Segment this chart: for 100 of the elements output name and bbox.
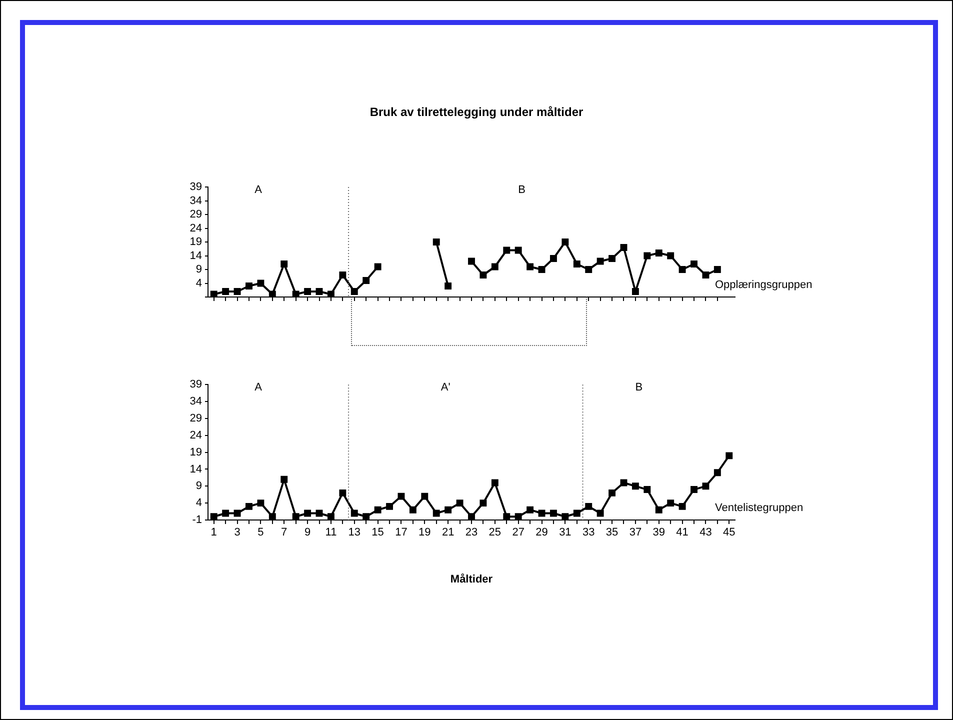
point [374, 263, 382, 270]
point [726, 452, 733, 460]
x-tick-label: 27 [512, 526, 524, 539]
point [620, 479, 628, 486]
point [573, 260, 580, 268]
x-tick-label: 39 [652, 526, 666, 539]
y-tick-label: 39 [190, 181, 202, 194]
point [210, 513, 218, 520]
point [514, 513, 522, 520]
x-tick-label: 3 [234, 526, 240, 539]
point [292, 513, 300, 520]
x-tick-label: 5 [258, 526, 264, 539]
x-tick-label: 17 [395, 526, 408, 539]
annotation: B [518, 184, 526, 196]
y-tick-label: 34 [190, 194, 202, 207]
point [620, 244, 628, 251]
annotation: A [254, 382, 263, 394]
point [339, 272, 346, 278]
y-tick-label: 24 [190, 429, 202, 442]
point [327, 290, 334, 297]
point [222, 510, 230, 517]
point [444, 506, 452, 514]
x-tick-label: 45 [723, 526, 736, 539]
point [316, 288, 323, 295]
point [562, 238, 569, 246]
x-tick-label: 19 [418, 526, 431, 539]
point [608, 489, 616, 496]
annotation: B [635, 382, 643, 394]
point [350, 510, 358, 517]
point [655, 506, 662, 514]
point [304, 288, 312, 295]
x-axis-title: Måltider [450, 572, 494, 586]
x-tick-label: 23 [465, 526, 478, 539]
point [550, 255, 557, 262]
point [667, 500, 674, 507]
point [268, 290, 276, 297]
y-tick-label: 19 [190, 236, 202, 248]
point [702, 272, 710, 278]
point [246, 502, 252, 510]
point [690, 486, 698, 494]
point [350, 288, 358, 295]
x-tick-label: 33 [582, 526, 595, 539]
point [234, 288, 241, 295]
point [702, 482, 710, 490]
point [432, 510, 440, 517]
point [304, 510, 312, 517]
x-tick-label: 11 [325, 526, 337, 539]
x-tick-label: 7 [281, 526, 288, 539]
point [268, 513, 276, 520]
point [678, 502, 686, 510]
x-tick-label: 1 [210, 526, 217, 539]
point [491, 479, 498, 486]
point [644, 486, 651, 494]
point [573, 510, 580, 517]
point [339, 489, 346, 496]
point [374, 506, 382, 514]
x-tick-label: 37 [629, 526, 642, 539]
x-tick-label: 31 [559, 526, 572, 539]
y-tick-label: 19 [190, 446, 202, 458]
point [585, 266, 592, 273]
x-tick-label: 13 [348, 526, 361, 539]
point [526, 506, 534, 514]
x-tick-label: 9 [304, 526, 311, 539]
point [667, 252, 674, 260]
point [432, 238, 440, 246]
y-tick-label: 29 [190, 412, 202, 424]
point [538, 266, 546, 273]
y-tick-label: 24 [190, 222, 202, 234]
point [468, 258, 475, 265]
point [714, 469, 721, 476]
annotation: Opplæringsgruppen [715, 279, 812, 292]
point [655, 250, 662, 256]
point [608, 255, 616, 262]
y-tick-label: 4 [196, 497, 202, 510]
x-tick-label: 25 [488, 526, 502, 539]
x-tick-label: 35 [606, 526, 618, 539]
point [210, 290, 218, 297]
point [503, 246, 510, 254]
y-tick-label: 29 [190, 208, 202, 221]
point [362, 277, 370, 284]
y-tick-label: 4 [196, 277, 202, 290]
point [444, 282, 452, 290]
y-tick-label: 14 [190, 463, 202, 476]
point [409, 506, 416, 514]
point [596, 510, 604, 517]
point [526, 263, 534, 270]
x-tick-label: 29 [536, 526, 548, 539]
annotation: A' [440, 382, 450, 394]
point [280, 476, 288, 483]
point [562, 513, 569, 520]
point [398, 492, 405, 500]
point [514, 246, 522, 254]
annotation: A [254, 184, 263, 196]
point [632, 288, 639, 295]
point [316, 510, 323, 517]
point [234, 510, 241, 517]
point [690, 260, 698, 268]
x-tick-label: 21 [442, 526, 454, 539]
y-tick-label: 39 [190, 378, 202, 391]
point [362, 513, 370, 520]
